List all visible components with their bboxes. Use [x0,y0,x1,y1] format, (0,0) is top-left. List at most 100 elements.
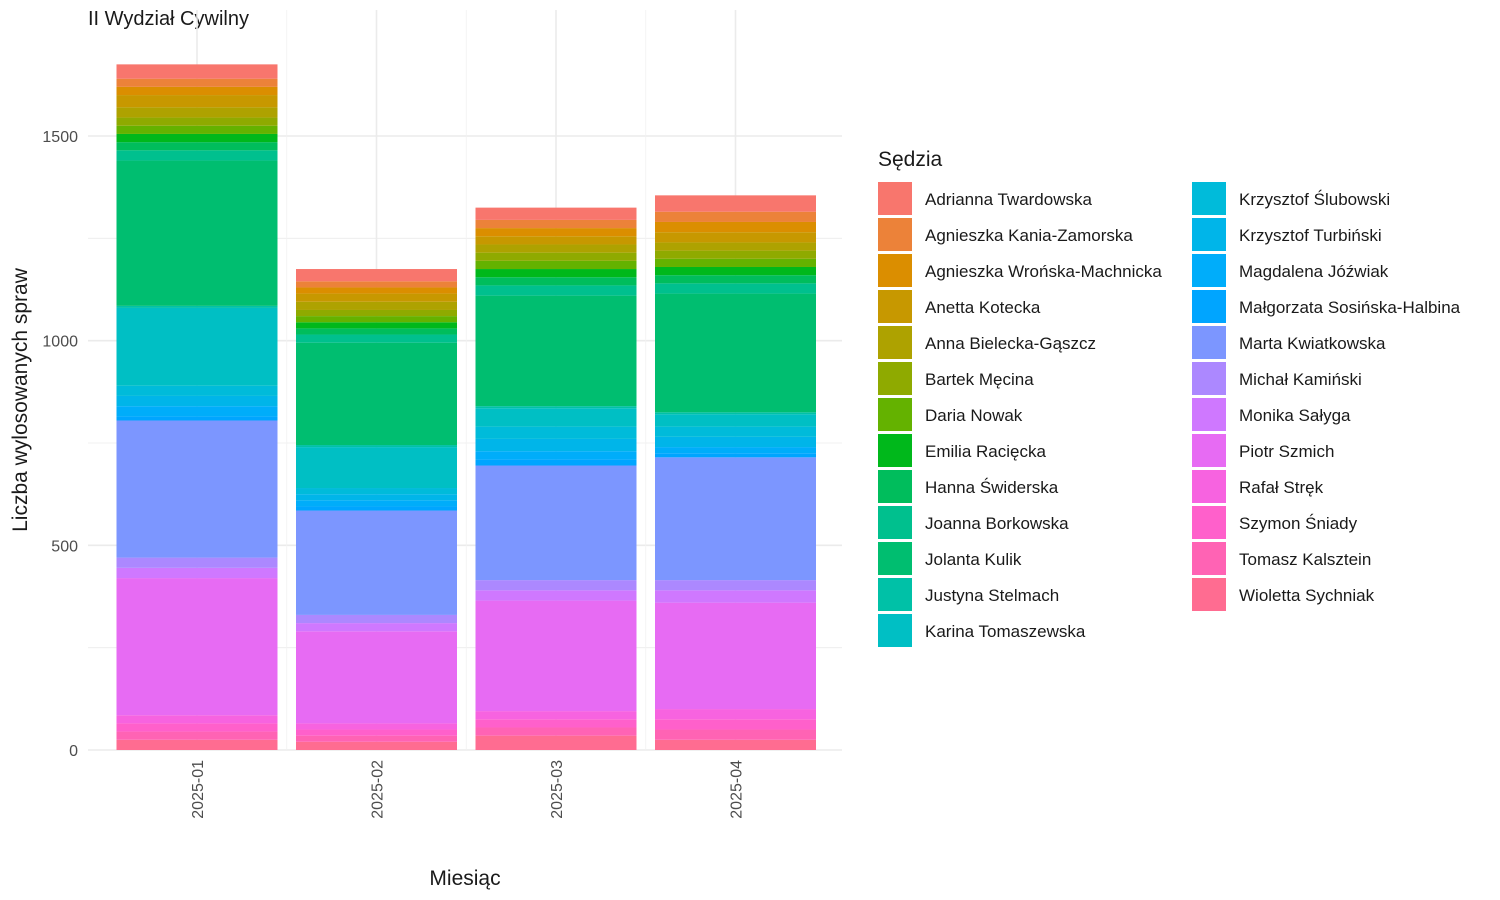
legend-label: Jolanta Kulik [925,550,1022,569]
x-tick-label: 2025-01 [190,760,207,819]
bar-segment [655,709,816,720]
bar-segment [116,567,278,579]
bar-segment [655,719,816,730]
bar-segment [475,285,637,296]
bar-segment [475,260,637,270]
bar-segment [296,494,457,501]
bar-segment [296,500,457,507]
bar-segment [296,623,457,632]
bar-segment [655,293,816,413]
legend-label: Piotr Szmich [1239,442,1334,461]
bar-segment [116,416,278,421]
bar-segment [655,412,816,415]
legend-label: Daria Nowak [925,406,1023,425]
legend-label: Anetta Kotecka [925,298,1041,317]
legend-swatch [878,614,912,647]
bar-segment [296,342,457,446]
y-tick-label: 0 [69,743,78,760]
bar-segment [475,236,637,245]
bar-segment [475,228,637,237]
legend-swatch [878,398,912,431]
bar-segment [475,207,637,220]
bar-segment [116,107,278,118]
y-tick-label: 500 [51,538,78,555]
bar-segment [116,160,278,306]
bar-segment [475,600,637,712]
bar-segment [655,426,816,437]
x-axis-title: Miesiąc [429,867,500,890]
bar-segment [296,293,457,302]
bar-segment [475,465,637,581]
legend-label: Monika Sałyga [1239,406,1351,425]
legend-label: Agnieszka Wrońska-Machnicka [925,262,1162,281]
x-tick-label: 2025-04 [729,760,746,819]
legend-swatch [1192,578,1226,611]
bar-segment [296,301,457,310]
bar-segment [475,252,637,261]
bar-segment [655,739,816,750]
y-tick-label: 1500 [42,129,78,146]
bar-segment [296,506,457,511]
bar-segment [475,735,637,750]
bar-segment [655,447,816,454]
bar-segment [296,287,457,294]
legend-label: Krzysztof Turbiński [1239,226,1382,245]
bar-segment [116,142,278,151]
legend-swatch [878,362,912,395]
legend-swatch [1192,398,1226,431]
bar-segment [296,328,457,335]
legend-label: Rafał Stręk [1239,478,1324,497]
bar-segment [655,453,816,458]
legend-swatch [1192,290,1226,323]
legend-label: Adrianna Twardowska [925,190,1092,209]
bar-segment [116,731,278,740]
bar-segment [475,719,637,728]
bar-segment [655,590,816,603]
bar-segment [116,150,278,161]
bar-segment [296,445,457,448]
bar-segment [655,258,816,267]
x-tick-label: 2025-03 [549,760,566,819]
bar-segment [655,436,816,448]
bar-segment [116,95,278,108]
legend-label: Emilia Racięcka [925,442,1046,461]
legend-label: Michał Kamiński [1239,370,1362,389]
legend-swatch [1192,542,1226,575]
bar-segment [475,408,637,427]
legend-swatch [1192,254,1226,287]
bar-segment [116,133,278,143]
legend-swatch [878,254,912,287]
bar-segment [655,275,816,284]
legend-label: Justyna Stelmach [925,586,1059,605]
legend-label: Szymon Śniady [1239,514,1358,533]
legend-label: Magdalena Jóźwiak [1239,262,1389,281]
bar-segment [116,395,278,407]
legend-swatch [1192,362,1226,395]
bar-segment [116,125,278,134]
legend-swatch [878,578,912,611]
bar-segment [475,277,637,286]
bar-segment [116,385,278,396]
bar-segment [655,242,816,251]
bar-segment [116,723,278,732]
bar-segment [475,244,637,253]
legend-label: Małgorzata Sosińska-Halbina [1239,298,1461,317]
bar-segment [116,64,278,79]
bar-segment [116,578,278,716]
bar-segment [116,557,278,568]
bar-segment [116,78,278,87]
legend-swatch [1192,434,1226,467]
bar-segment [296,281,457,288]
bar-segment [296,316,457,323]
bar-segment [655,221,816,233]
bar-segment [475,295,637,407]
legend-swatch [878,290,912,323]
bar-segment [296,729,457,736]
y-tick-label: 1000 [42,334,78,351]
bar-segment [116,117,278,126]
legend-swatch [878,326,912,359]
legend-label: Anna Bielecka-Gąszcz [925,334,1096,353]
x-tick-label: 2025-02 [370,760,387,819]
bar-segment [296,631,457,724]
bar-segment [475,406,637,409]
